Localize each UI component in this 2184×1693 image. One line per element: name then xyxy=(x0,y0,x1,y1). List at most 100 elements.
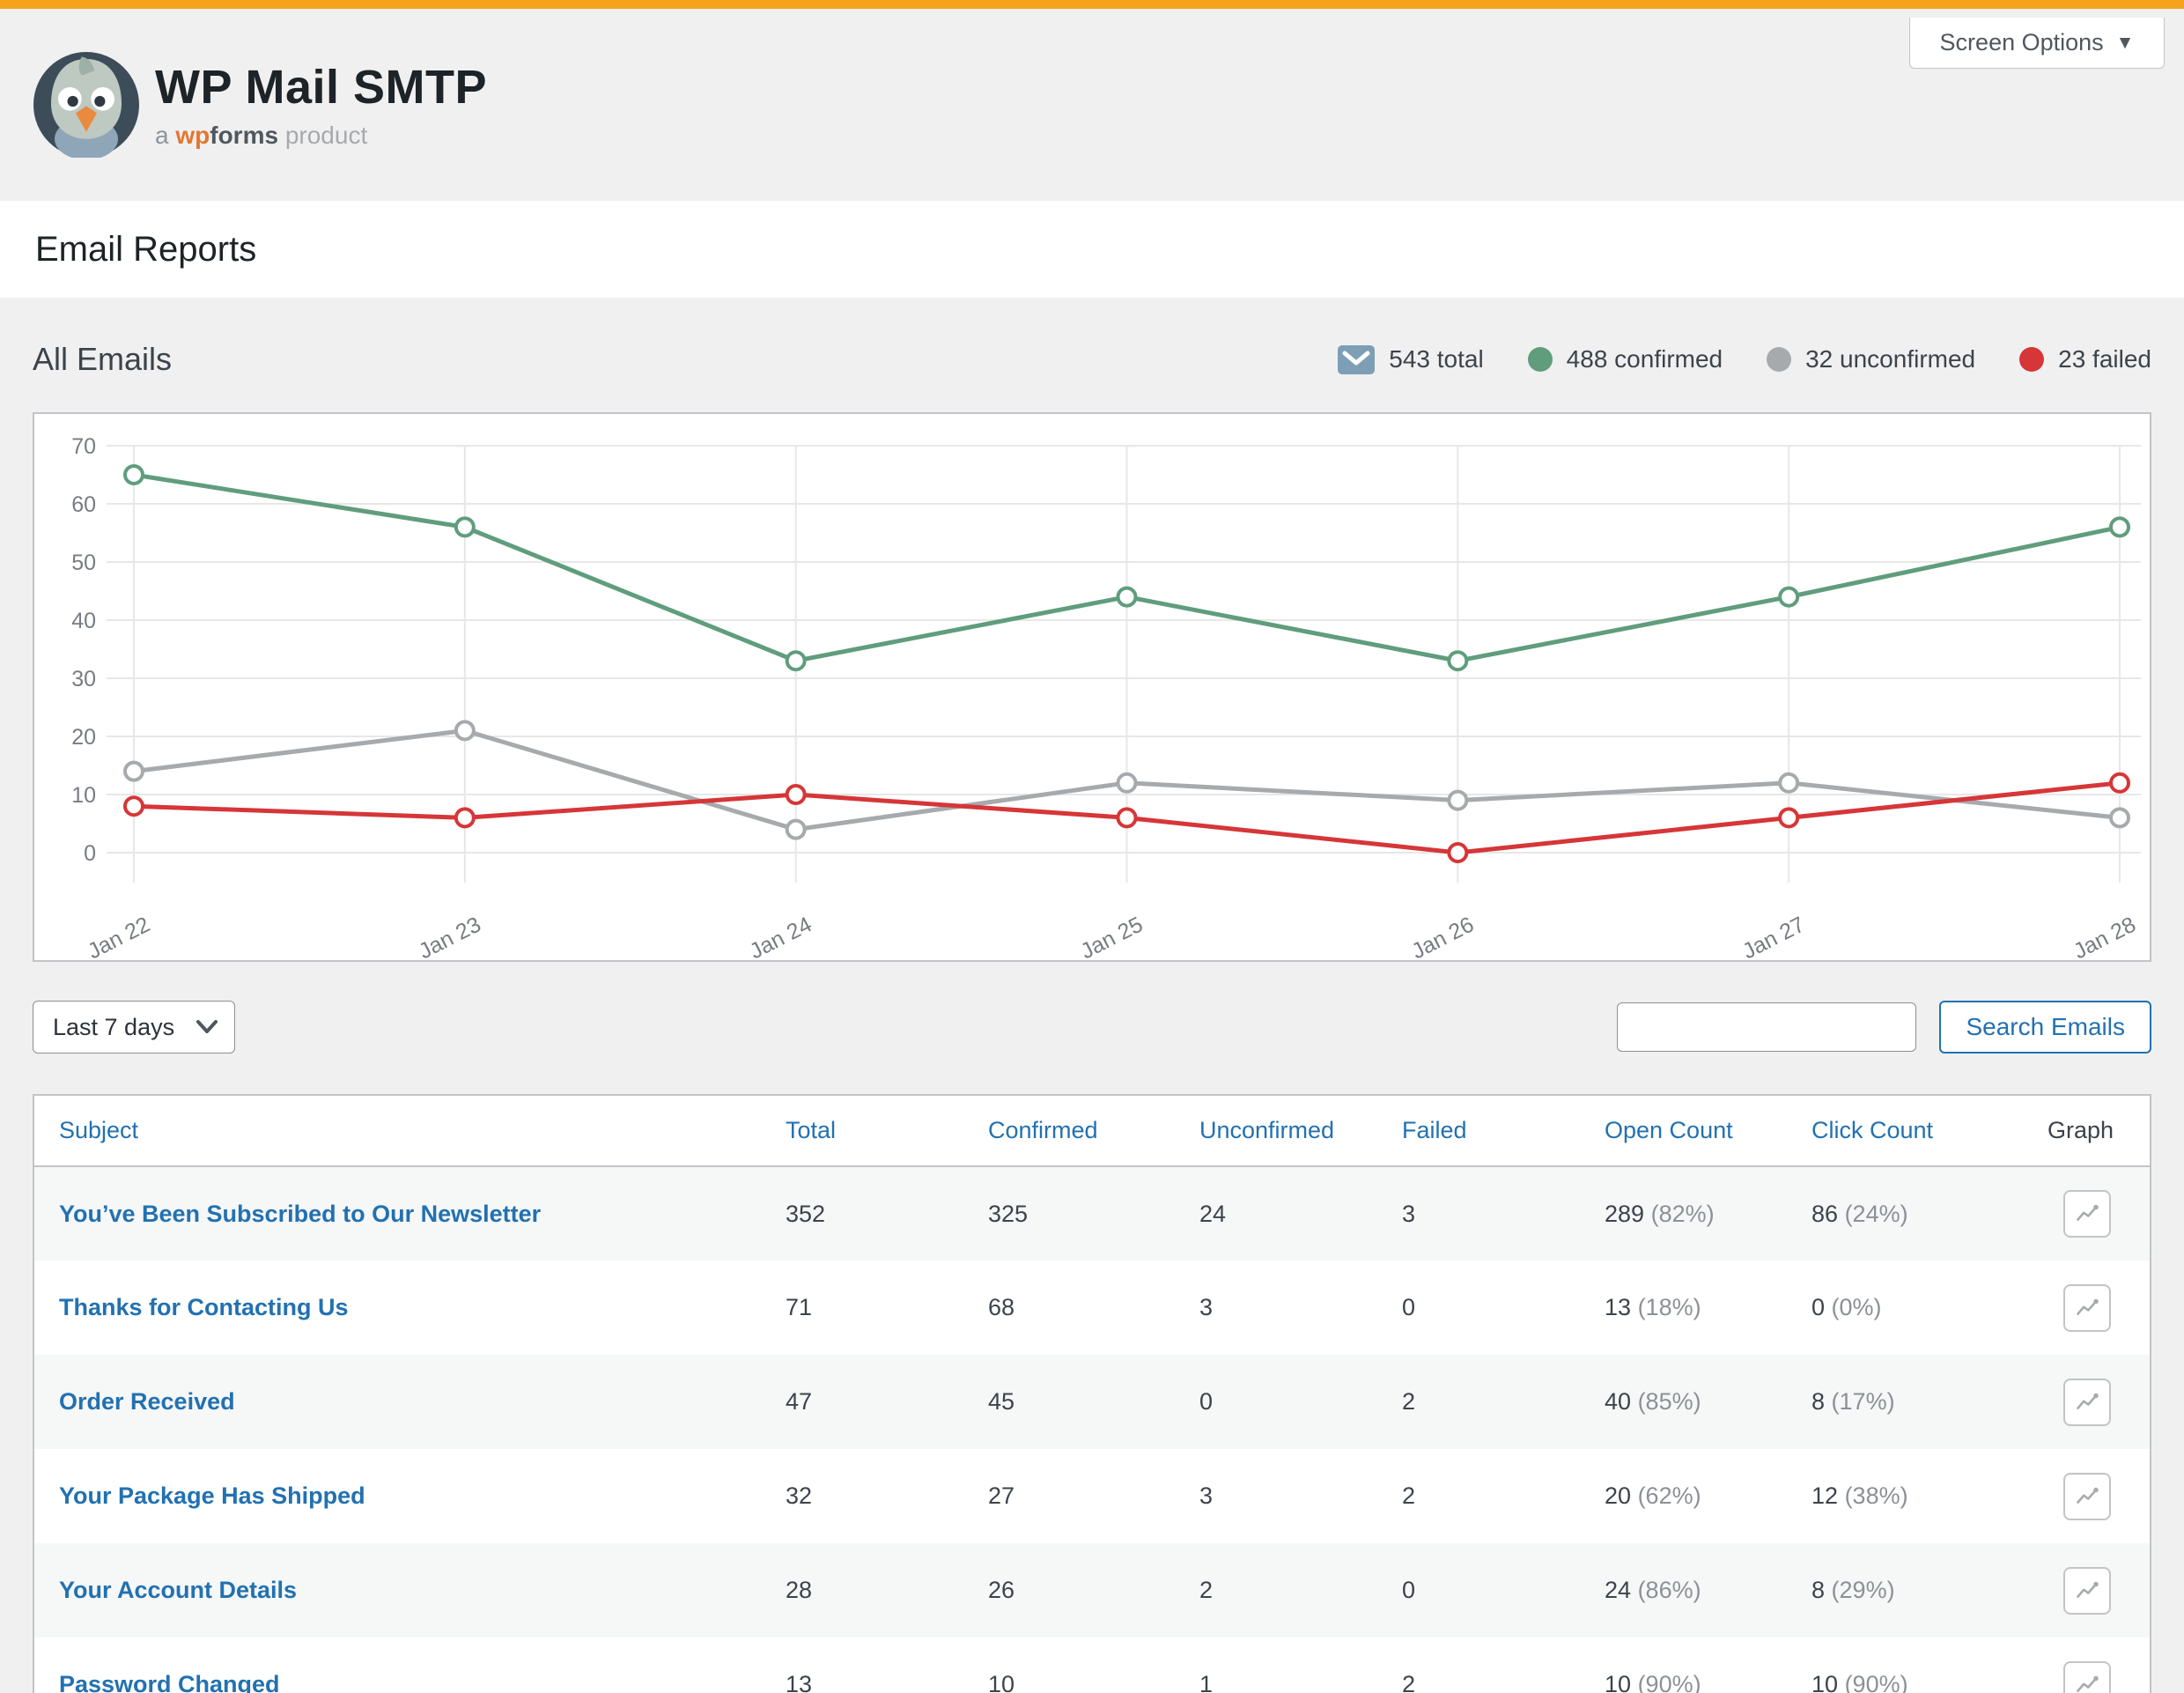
row-graph-button[interactable] xyxy=(2063,1660,2111,1693)
subject-link[interactable]: Order Received xyxy=(59,1388,235,1415)
svg-text:20: 20 xyxy=(71,725,96,750)
page-title: Email Reports xyxy=(35,229,257,269)
subject-link[interactable]: Thanks for Contacting Us xyxy=(59,1294,349,1320)
confirmed-dot-icon xyxy=(1527,347,1553,372)
svg-text:0: 0 xyxy=(84,841,96,866)
svg-text:Jan 26: Jan 26 xyxy=(1407,912,1478,960)
open-count-cell: 13 (18%) xyxy=(1605,1294,1701,1320)
unconfirmed-cell: 3 xyxy=(1199,1294,1214,1320)
wp-mail-smtp-logo xyxy=(33,52,139,158)
click-count-cell: 10 (90%) xyxy=(1811,1671,1908,1693)
line-chart-icon xyxy=(2076,1675,2099,1692)
svg-text:Jan 23: Jan 23 xyxy=(415,912,485,960)
search-emails-button[interactable]: Search Emails xyxy=(1939,1001,2151,1054)
email-reports-table: Subject Total Confirmed Unconfirmed Fail… xyxy=(34,1096,2150,1693)
svg-text:40: 40 xyxy=(71,609,96,633)
table-controls: Last 7 days Search Emails xyxy=(33,1001,2151,1054)
open-count-cell: 289 (82%) xyxy=(1605,1200,1715,1227)
row-graph-button[interactable] xyxy=(2063,1378,2111,1426)
line-chart-icon xyxy=(2076,1204,2099,1222)
column-header-failed[interactable]: Failed xyxy=(1402,1096,1605,1167)
confirmed-cell: 10 xyxy=(988,1671,1015,1693)
svg-text:Jan 25: Jan 25 xyxy=(1077,912,1147,960)
svg-text:Jan 24: Jan 24 xyxy=(746,912,816,960)
tagline-a: a xyxy=(155,122,169,149)
subject-link[interactable]: Your Package Has Shipped xyxy=(59,1482,365,1509)
failed-dot-icon xyxy=(2019,347,2045,372)
tagline-product: product xyxy=(284,122,368,149)
failed-cell: 3 xyxy=(1402,1200,1416,1227)
caret-down-icon: ▼ xyxy=(2115,32,2135,53)
legend-total-label: 543 total xyxy=(1389,345,1484,373)
subject-link[interactable]: Your Account Details xyxy=(59,1577,298,1603)
legend-confirmed-label: 488 confirmed xyxy=(1566,345,1723,373)
date-range-select-wrap: Last 7 days xyxy=(33,1001,235,1054)
total-cell: 352 xyxy=(786,1200,826,1227)
legend-item-unconfirmed: 32 unconfirmed xyxy=(1767,345,1975,373)
totals-legend: 543 total 488 confirmed 32 unconfirmed 2… xyxy=(1338,344,2151,374)
failed-cell: 0 xyxy=(1402,1577,1416,1603)
total-cell: 13 xyxy=(786,1671,813,1693)
envelope-icon xyxy=(1338,344,1376,374)
svg-text:50: 50 xyxy=(71,551,96,575)
failed-cell: 2 xyxy=(1402,1671,1416,1693)
section-title: All Emails xyxy=(33,341,173,377)
open-count-cell: 10 (90%) xyxy=(1605,1671,1701,1693)
column-header-total[interactable]: Total xyxy=(786,1096,988,1167)
line-chart-icon xyxy=(2076,1393,2099,1409)
legend-item-confirmed: 488 confirmed xyxy=(1527,345,1723,373)
column-header-confirmed[interactable]: Confirmed xyxy=(988,1096,1199,1167)
column-header-graph: Graph xyxy=(2048,1096,2150,1167)
svg-text:Jan 27: Jan 27 xyxy=(1738,912,1809,960)
email-reports-table-card: Subject Total Confirmed Unconfirmed Fail… xyxy=(33,1094,2151,1693)
failed-cell: 0 xyxy=(1402,1294,1416,1320)
row-graph-button[interactable] xyxy=(2063,1472,2111,1520)
unconfirmed-cell: 0 xyxy=(1199,1388,1214,1415)
line-chart-icon xyxy=(2076,1581,2099,1598)
row-graph-button[interactable] xyxy=(2063,1190,2111,1238)
unconfirmed-cell: 1 xyxy=(1199,1671,1214,1693)
column-header-unconfirmed[interactable]: Unconfirmed xyxy=(1199,1096,1402,1167)
svg-text:60: 60 xyxy=(71,492,96,517)
subject-link[interactable]: Password Changed xyxy=(59,1671,280,1693)
legend-item-total: 543 total xyxy=(1338,344,1484,374)
content-area: All Emails 543 total 488 confirmed 32 un… xyxy=(0,333,2184,1693)
legend-failed-label: 23 failed xyxy=(2058,345,2151,373)
line-chart-icon xyxy=(2076,1487,2099,1504)
table-row: Your Account Details 28 26 2 0 24 (86%) … xyxy=(34,1543,2150,1638)
row-graph-button[interactable] xyxy=(2063,1566,2111,1615)
screen-options-button[interactable]: Screen Options ▼ xyxy=(1909,18,2165,69)
confirmed-cell: 68 xyxy=(988,1294,1015,1320)
subject-link[interactable]: You’ve Been Subscribed to Our Newsletter xyxy=(59,1200,542,1227)
failed-cell: 2 xyxy=(1402,1482,1416,1509)
search-input[interactable] xyxy=(1617,1002,1917,1052)
brand-tagline: a wpforms product xyxy=(155,122,487,150)
click-count-cell: 86 (24%) xyxy=(1811,1200,1908,1227)
svg-text:Jan 28: Jan 28 xyxy=(2070,912,2140,960)
line-chart-icon xyxy=(2076,1298,2099,1315)
svg-text:10: 10 xyxy=(71,783,96,808)
unconfirmed-cell: 24 xyxy=(1199,1200,1227,1227)
table-row: You’ve Been Subscribed to Our Newsletter… xyxy=(34,1166,2150,1261)
search-group: Search Emails xyxy=(1617,1001,2151,1054)
svg-text:70: 70 xyxy=(71,434,96,459)
tagline-wp: wp xyxy=(175,122,210,149)
line-chart-canvas: 0 10 20 30 40 50 60 70 Jan 22 Jan 23 Jan 24 Jan 25 J… xyxy=(71,434,2141,960)
failed-cell: 2 xyxy=(1402,1388,1416,1415)
click-count-cell: 0 (0%) xyxy=(1811,1294,1882,1320)
table-row: Thanks for Contacting Us 71 68 3 0 13 (1… xyxy=(34,1261,2150,1355)
column-header-click-count[interactable]: Click Count xyxy=(1811,1096,2048,1167)
top-accent-bar xyxy=(0,0,2184,9)
table-row: Password Changed 13 10 1 2 10 (90%) 10 (… xyxy=(34,1638,2150,1693)
svg-text:Jan 22: Jan 22 xyxy=(84,912,154,960)
confirmed-cell: 45 xyxy=(988,1388,1015,1415)
emails-line-chart: 0 10 20 30 40 50 60 70 Jan 22 Jan 23 Jan 24 Jan 25 J… xyxy=(33,412,2151,962)
row-graph-button[interactable] xyxy=(2063,1283,2111,1332)
column-header-subject[interactable]: Subject xyxy=(34,1096,786,1167)
click-count-cell: 8 (29%) xyxy=(1811,1577,1895,1603)
open-count-cell: 40 (85%) xyxy=(1605,1388,1701,1415)
column-header-open-count[interactable]: Open Count xyxy=(1605,1096,1811,1167)
date-range-select[interactable]: Last 7 days xyxy=(33,1001,235,1054)
page-title-band: Email Reports xyxy=(0,201,2184,298)
table-row: Your Package Has Shipped 32 27 3 2 20 (6… xyxy=(34,1449,2150,1543)
